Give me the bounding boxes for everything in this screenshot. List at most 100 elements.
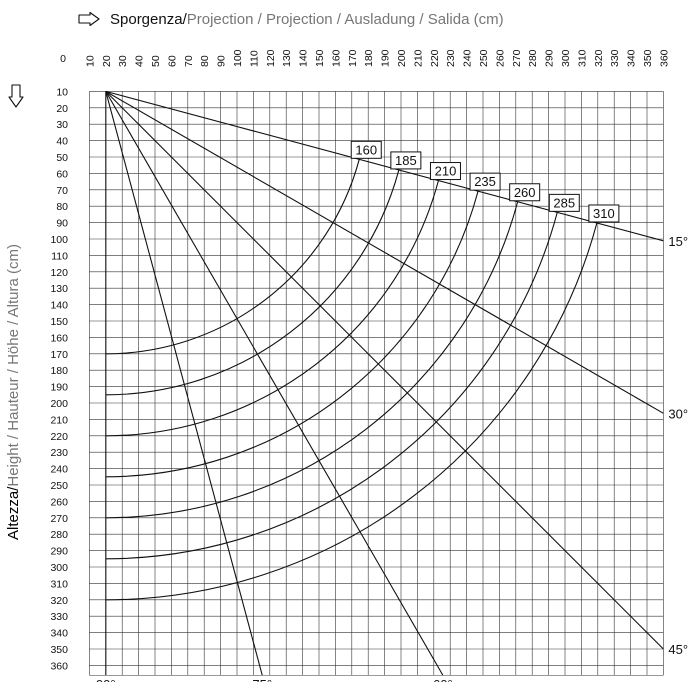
arm-label-box bbox=[350, 140, 382, 159]
x-origin-label: 0 bbox=[60, 53, 66, 65]
x-tick-label: 60 bbox=[166, 55, 178, 67]
y-tick-label: 290 bbox=[50, 546, 68, 558]
y-tick-label: 150 bbox=[50, 316, 68, 328]
x-tick-label: 120 bbox=[265, 49, 277, 67]
x-tick-label: 280 bbox=[527, 49, 539, 67]
x-tick-label: 220 bbox=[429, 49, 441, 67]
angle-line bbox=[105, 90, 664, 242]
arm-label: 285 bbox=[553, 195, 575, 210]
y-tick-label: 40 bbox=[56, 136, 68, 148]
y-tick-label: 330 bbox=[50, 611, 68, 623]
angle-label: 75° bbox=[252, 677, 272, 682]
x-tick-label: 170 bbox=[347, 49, 359, 67]
y-tick-label: 50 bbox=[56, 152, 68, 164]
angle-label: 15° bbox=[668, 234, 688, 249]
angle-line bbox=[105, 90, 664, 414]
x-tick-label: 150 bbox=[314, 49, 326, 67]
y-tick-label: 210 bbox=[50, 414, 68, 426]
y-tick-label: 280 bbox=[50, 529, 68, 541]
x-tick-label: 160 bbox=[330, 49, 342, 67]
arm-label: 260 bbox=[514, 185, 536, 200]
x-tick-labels: 0 10 20 30 40 50 60 70 80 90 100 110 120 130 140 150 160… bbox=[60, 49, 670, 67]
angle-lines bbox=[105, 90, 664, 676]
x-tick-label: 180 bbox=[363, 49, 375, 67]
y-tick-label: 90 bbox=[56, 218, 68, 230]
y-tick-label: 80 bbox=[56, 201, 68, 213]
y-tick-label: 220 bbox=[50, 431, 68, 443]
x-tick-label: 140 bbox=[298, 49, 310, 67]
x-tick-label: 250 bbox=[478, 49, 490, 67]
y-tick-label: 310 bbox=[50, 578, 68, 590]
angle-label: 90° bbox=[96, 677, 116, 682]
angle-labels: 90° 75° 60° 45° 30° 15° bbox=[96, 234, 688, 682]
chart-grid bbox=[89, 91, 664, 676]
y-tick-label: 250 bbox=[50, 480, 68, 492]
x-tick-label: 300 bbox=[560, 49, 572, 67]
y-tick-label: 260 bbox=[50, 496, 68, 508]
x-tick-label: 330 bbox=[609, 49, 621, 67]
x-tick-label: 360 bbox=[658, 49, 670, 67]
y-tick-label: 360 bbox=[50, 660, 68, 672]
y-tick-label: 300 bbox=[50, 562, 68, 574]
angle-line bbox=[105, 91, 444, 676]
x-tick-label: 130 bbox=[281, 49, 293, 67]
y-tick-label: 270 bbox=[50, 513, 68, 525]
y-tick-label: 20 bbox=[56, 103, 68, 115]
y-tick-label: 190 bbox=[50, 382, 68, 394]
y-tick-label: 60 bbox=[56, 168, 68, 180]
y-tick-label: 70 bbox=[56, 185, 68, 197]
x-tick-label: 210 bbox=[412, 49, 424, 67]
y-tick-label: 200 bbox=[50, 398, 68, 410]
x-tick-label: 90 bbox=[216, 55, 228, 67]
y-tick-label: 340 bbox=[50, 628, 68, 640]
y-tick-labels: 10 20 30 40 50 60 70 80 90 100 110 120 130 140 150 160 1… bbox=[50, 86, 68, 672]
x-tick-label: 190 bbox=[380, 49, 392, 67]
x-tick-label: 310 bbox=[576, 49, 588, 67]
arm-arc bbox=[105, 169, 400, 396]
y-tick-label: 240 bbox=[50, 464, 68, 476]
x-tick-label: 110 bbox=[248, 50, 260, 67]
arm-arcs bbox=[105, 159, 598, 601]
x-axis-title-primary: Sporgenza bbox=[110, 10, 183, 28]
arm-label: 185 bbox=[395, 153, 417, 168]
angle-label: 30° bbox=[668, 406, 688, 421]
arrow-right-icon bbox=[78, 12, 100, 26]
y-tick-label: 110 bbox=[51, 250, 68, 262]
x-tick-label: 290 bbox=[544, 49, 556, 67]
x-tick-label: 40 bbox=[134, 55, 146, 67]
x-tick-label: 340 bbox=[626, 49, 638, 67]
x-tick-label: 200 bbox=[396, 49, 408, 67]
arm-label: 235 bbox=[474, 174, 496, 189]
arm-arc bbox=[105, 191, 479, 478]
x-tick-label: 30 bbox=[117, 55, 129, 67]
arm-arc bbox=[105, 201, 519, 519]
arm-arc bbox=[105, 159, 360, 355]
x-tick-label: 10 bbox=[84, 55, 96, 67]
arm-label: 210 bbox=[435, 164, 457, 179]
x-tick-label: 20 bbox=[101, 55, 113, 67]
arm-labels: 160 185 210 235 260 285 310 bbox=[350, 140, 620, 223]
y-tick-label: 140 bbox=[50, 300, 68, 312]
x-tick-label: 270 bbox=[511, 49, 523, 67]
arm-label-box bbox=[429, 162, 461, 181]
arm-label: 160 bbox=[355, 142, 377, 157]
arm-label-box bbox=[588, 204, 620, 223]
y-tick-label: 130 bbox=[50, 283, 68, 295]
x-tick-label: 230 bbox=[445, 49, 457, 67]
arm-label-box bbox=[390, 151, 422, 170]
x-tick-label: 240 bbox=[462, 49, 474, 67]
y-tick-label: 170 bbox=[50, 349, 68, 361]
angle-line bbox=[105, 91, 263, 676]
angle-label: 60° bbox=[433, 677, 453, 682]
angle-line bbox=[105, 91, 664, 650]
x-tick-label: 320 bbox=[593, 49, 605, 67]
y-tick-label: 180 bbox=[50, 365, 68, 377]
x-tick-label: 350 bbox=[642, 49, 654, 67]
x-axis-title-translations: Projection / Projection / Ausladung / Sa… bbox=[186, 10, 504, 28]
y-tick-label: 350 bbox=[50, 644, 68, 656]
arm-arc bbox=[105, 212, 558, 560]
y-tick-label: 320 bbox=[50, 595, 68, 607]
x-tick-label: 100 bbox=[232, 49, 244, 67]
y-tick-label: 100 bbox=[50, 234, 68, 246]
